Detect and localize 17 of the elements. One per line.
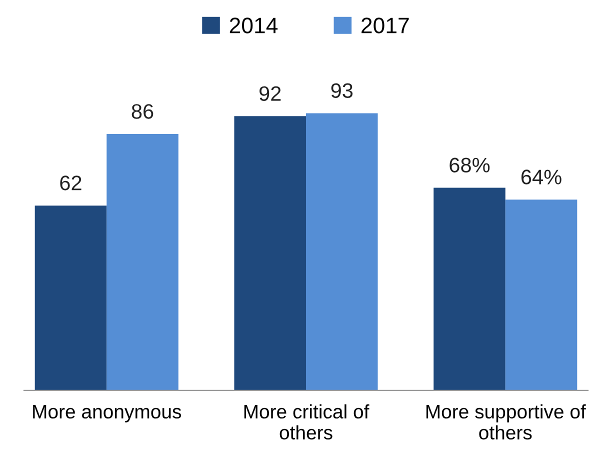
x-tick-label: More anonymous	[33, 404, 182, 422]
bar	[106, 134, 178, 390]
data-label: 62	[60, 176, 82, 190]
legend-label: 2017	[362, 18, 409, 34]
data-label: 93	[331, 83, 353, 98]
legend-label: 2014	[230, 18, 278, 34]
bar	[234, 116, 306, 390]
data-label: 68%	[450, 158, 490, 172]
x-tick-label: More critical of others	[244, 404, 370, 440]
bar	[505, 200, 578, 390]
x-tick-label: More supportive of others	[426, 404, 586, 440]
bar	[306, 113, 378, 390]
bar	[34, 206, 107, 390]
bar	[434, 188, 506, 390]
data-label: 86	[132, 104, 154, 119]
data-label: 64%	[521, 170, 562, 184]
data-label: 92	[260, 86, 281, 101]
